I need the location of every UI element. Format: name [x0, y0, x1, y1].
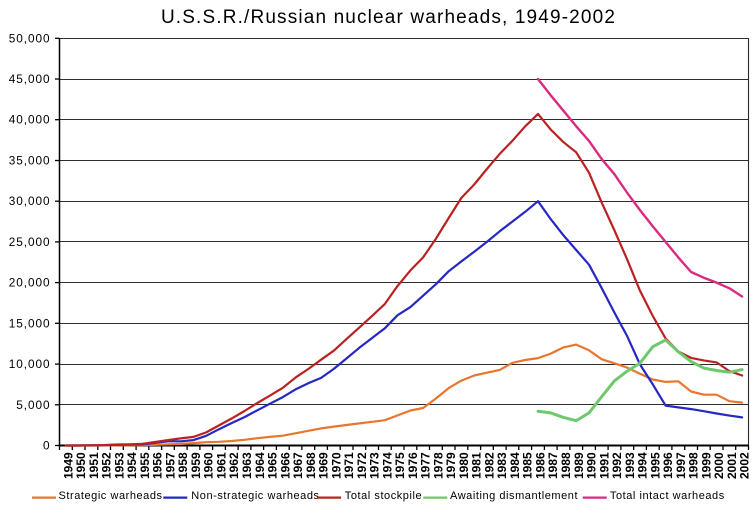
svg-text:1960: 1960 [202, 452, 216, 479]
svg-text:1977: 1977 [419, 452, 433, 479]
svg-text:1965: 1965 [266, 452, 280, 479]
svg-text:1978: 1978 [431, 452, 445, 479]
svg-text:1966: 1966 [278, 452, 292, 479]
svg-text:0: 0 [43, 439, 51, 453]
svg-text:1949: 1949 [61, 452, 75, 479]
svg-text:15,000: 15,000 [9, 316, 51, 330]
svg-text:1961: 1961 [215, 452, 229, 479]
svg-text:1962: 1962 [227, 452, 241, 479]
svg-text:1963: 1963 [240, 452, 254, 479]
svg-text:Strategic warheads: Strategic warheads [59, 490, 163, 502]
svg-text:1996: 1996 [661, 452, 675, 479]
svg-text:1993: 1993 [623, 452, 637, 479]
svg-text:1975: 1975 [393, 452, 407, 479]
svg-text:1956: 1956 [151, 452, 165, 479]
svg-text:Awaiting dismantlement: Awaiting dismantlement [450, 490, 578, 502]
svg-text:1959: 1959 [189, 452, 203, 479]
svg-text:1972: 1972 [355, 452, 369, 479]
svg-text:1954: 1954 [125, 452, 139, 479]
svg-text:1950: 1950 [74, 452, 88, 479]
svg-text:1984: 1984 [508, 452, 522, 479]
svg-text:1980: 1980 [457, 452, 471, 479]
svg-text:Non-strategic warheads: Non-strategic warheads [191, 490, 319, 502]
svg-text:25,000: 25,000 [9, 235, 51, 249]
svg-text:2000: 2000 [712, 452, 726, 479]
svg-text:1951: 1951 [87, 452, 101, 479]
svg-text:1969: 1969 [317, 452, 331, 479]
svg-text:U.S.S.R./Russian nuclear warhe: U.S.S.R./Russian nuclear warheads, 1949-… [161, 7, 616, 28]
svg-text:1974: 1974 [380, 452, 394, 479]
svg-text:1953: 1953 [112, 452, 126, 479]
svg-text:1970: 1970 [329, 452, 343, 479]
svg-text:1964: 1964 [253, 452, 267, 479]
svg-text:Total stockpile: Total stockpile [345, 490, 422, 502]
svg-text:1955: 1955 [138, 452, 152, 479]
svg-text:1981: 1981 [470, 452, 484, 479]
svg-text:1997: 1997 [674, 452, 688, 479]
svg-text:50,000: 50,000 [9, 31, 51, 45]
svg-text:2002: 2002 [738, 452, 752, 479]
svg-text:35,000: 35,000 [9, 154, 51, 168]
svg-text:1976: 1976 [406, 452, 420, 479]
svg-text:1985: 1985 [521, 452, 535, 479]
svg-text:1982: 1982 [482, 452, 496, 479]
svg-text:20,000: 20,000 [9, 276, 51, 290]
svg-text:1988: 1988 [559, 452, 573, 479]
svg-text:5,000: 5,000 [16, 398, 50, 412]
svg-text:1989: 1989 [572, 452, 586, 479]
svg-text:1967: 1967 [291, 452, 305, 479]
svg-text:2001: 2001 [725, 452, 739, 479]
svg-text:1994: 1994 [636, 452, 650, 479]
svg-text:40,000: 40,000 [9, 113, 51, 127]
svg-text:1986: 1986 [534, 452, 548, 479]
svg-text:30,000: 30,000 [9, 194, 51, 208]
svg-text:Total intact warheads: Total intact warheads [610, 490, 725, 502]
svg-text:1991: 1991 [597, 452, 611, 479]
svg-text:1971: 1971 [342, 452, 356, 479]
svg-text:1990: 1990 [585, 452, 599, 479]
svg-text:1992: 1992 [610, 452, 624, 479]
svg-text:10,000: 10,000 [9, 357, 51, 371]
svg-text:45,000: 45,000 [9, 72, 51, 86]
svg-text:1987: 1987 [546, 452, 560, 479]
svg-text:1998: 1998 [687, 452, 701, 479]
svg-text:1999: 1999 [699, 452, 713, 479]
svg-text:1973: 1973 [368, 452, 382, 479]
svg-text:1983: 1983 [495, 452, 509, 479]
svg-text:1995: 1995 [648, 452, 662, 479]
svg-text:1957: 1957 [164, 452, 178, 479]
svg-text:1968: 1968 [304, 452, 318, 479]
svg-text:1979: 1979 [444, 452, 458, 479]
svg-text:1952: 1952 [100, 452, 114, 479]
svg-text:1958: 1958 [176, 452, 190, 479]
